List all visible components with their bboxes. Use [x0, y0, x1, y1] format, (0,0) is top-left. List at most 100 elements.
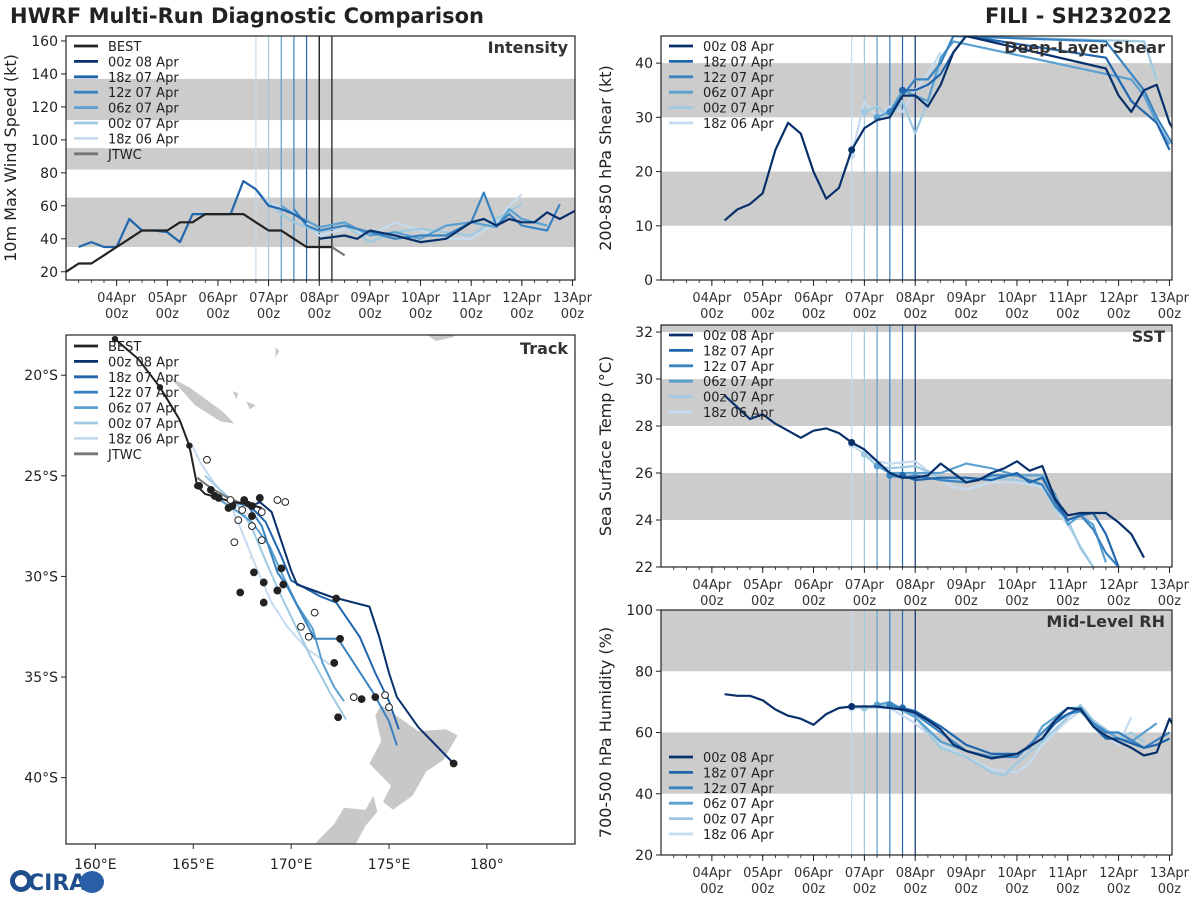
intensity-xtick-label-date: 13Apr [553, 291, 593, 306]
track-legend-label: JTWC [107, 448, 142, 463]
sst-xtick-label-hour: 00z [954, 594, 978, 609]
shear-ytick-label: 10 [635, 219, 653, 235]
figure-title: HWRF Multi-Run Diagnostic Comparison [10, 4, 485, 28]
track-point [203, 455, 211, 464]
intensity-shade-band [66, 78, 575, 121]
shear-panel: 01020304004Apr00z05Apr00z06Apr00z07Apr00… [596, 35, 1190, 322]
land-mass [232, 391, 239, 400]
land-mass [275, 347, 280, 358]
shear-xtick-label-date: 11Apr [1048, 291, 1088, 306]
track-point [334, 713, 343, 722]
track-point [385, 703, 393, 712]
rh-shade-band [661, 732, 1172, 794]
sst-xtick-label-date: 13Apr [1150, 578, 1190, 593]
sst-series-line [851, 443, 1095, 567]
sst-xtick-label-date: 11Apr [1048, 578, 1088, 593]
shear-xtick-label-hour: 00z [802, 307, 826, 322]
land-mass [427, 335, 455, 341]
track-lon-label: 180° [470, 857, 504, 873]
intensity-legend-label: 00z 07 Apr [108, 117, 179, 132]
shear-xtick-label-hour: 00z [904, 307, 928, 322]
track-lat-label: 30°S [24, 569, 58, 585]
shear-xtick-label-hour: 00z [700, 307, 724, 322]
rh-shade-band [661, 610, 1172, 672]
rh-xtick-label-date: 13Apr [1150, 866, 1190, 881]
rh-xtick-label-hour: 00z [1158, 882, 1182, 897]
track-legend-label: 18z 06 Apr [108, 432, 179, 447]
track-point [336, 634, 344, 643]
rh-xtick-label-date: 08Apr [896, 866, 936, 881]
track-point [304, 632, 313, 641]
cira-logo-graphic: CIRA [10, 870, 104, 896]
track-point [371, 693, 380, 702]
track-point [250, 568, 258, 577]
best-track-point [193, 482, 201, 490]
track-point [248, 512, 256, 520]
sst-xtick-label-hour: 00z [853, 594, 877, 609]
rh-series-line [889, 703, 1171, 759]
track-point [279, 580, 288, 589]
track-legend-label: 18z 07 Apr [108, 371, 179, 386]
rh-legend-label: 18z 06 Apr [703, 828, 774, 843]
track-point [238, 506, 247, 514]
sst-panel: 22242628303204Apr00z05Apr00z06Apr00z07Ap… [596, 324, 1190, 609]
rh-ytick-label: 60 [635, 726, 653, 742]
intensity-xtick-label-date: 06Apr [198, 291, 238, 306]
track-line [241, 503, 400, 730]
intensity-legend-label: JTWC [107, 148, 142, 163]
shear-xtick-label-hour: 00z [751, 307, 775, 322]
rh-legend-label: 12z 07 Apr [703, 782, 774, 797]
track-point [236, 588, 245, 597]
track-legend-label: BEST [108, 340, 141, 355]
track-plot-area [111, 335, 458, 844]
best-track-point [215, 494, 222, 502]
intensity-series-line [319, 209, 575, 244]
rh-xtick-label-hour: 00z [1005, 882, 1029, 897]
shear-legend-label: 00z 07 Apr [703, 102, 774, 117]
rh-legend-label: 00z 07 Apr [703, 813, 774, 828]
intensity-ytick-label: 160 [31, 34, 58, 50]
rh-xtick-label-date: 10Apr [997, 866, 1037, 881]
sst-init-point [848, 438, 856, 446]
intensity-xtick-label-hour: 00z [308, 307, 332, 322]
shear-shade-band [661, 171, 1172, 226]
shear-ytick-label: 40 [635, 56, 653, 72]
shear-legend-label: 18z 07 Apr [703, 55, 774, 70]
rh-xtick-label-hour: 00z [1107, 882, 1131, 897]
shear-xtick-label-hour: 00z [853, 307, 877, 322]
shear-plot-area [661, 36, 1172, 280]
intensity-ytick-label: 80 [40, 166, 58, 182]
track-panel-title: Track [520, 339, 568, 358]
sst-xtick-label-hour: 00z [751, 594, 775, 609]
shear-xtick-label-hour: 00z [1005, 307, 1029, 322]
sst-panel-title: SST [1132, 327, 1165, 346]
track-legend-label: 00z 08 Apr [108, 355, 179, 370]
track-lat-label: 20°S [24, 368, 58, 384]
track-point [357, 695, 366, 704]
intensity-legend-label: 18z 06 Apr [108, 132, 179, 147]
sst-ytick-label: 30 [635, 372, 653, 388]
land-mass [246, 401, 256, 410]
sst-xtick-label-hour: 00z [802, 594, 826, 609]
track-point [332, 594, 341, 603]
shear-xtick-label-date: 06Apr [794, 291, 834, 306]
track-lon-label: 160°E [74, 857, 117, 873]
storm-id-title: FILI - SH232022 [984, 4, 1172, 28]
sst-shade-band [661, 325, 1172, 333]
shear-xtick-label-hour: 00z [1158, 307, 1182, 322]
sst-ylabel: Sea Surface Temp (°C) [596, 356, 615, 536]
sst-xtick-label-hour: 00z [1158, 594, 1182, 609]
sst-ytick-label: 28 [635, 419, 653, 435]
track-lon-label: 175°E [368, 857, 411, 873]
rh-ytick-label: 40 [635, 787, 653, 803]
shear-xtick-label-date: 05Apr [743, 291, 783, 306]
intensity-xtick-label-date: 10Apr [401, 291, 441, 306]
shear-xtick-label-date: 10Apr [997, 291, 1037, 306]
rh-xtick-label-hour: 00z [954, 882, 978, 897]
sst-legend-label: 00z 07 Apr [703, 391, 774, 406]
sst-xtick-label-date: 09Apr [947, 578, 987, 593]
intensity-plot-area [66, 36, 575, 280]
sst-xtick-label-date: 12Apr [1099, 578, 1139, 593]
sst-legend-label: 00z 08 Apr [703, 329, 774, 344]
